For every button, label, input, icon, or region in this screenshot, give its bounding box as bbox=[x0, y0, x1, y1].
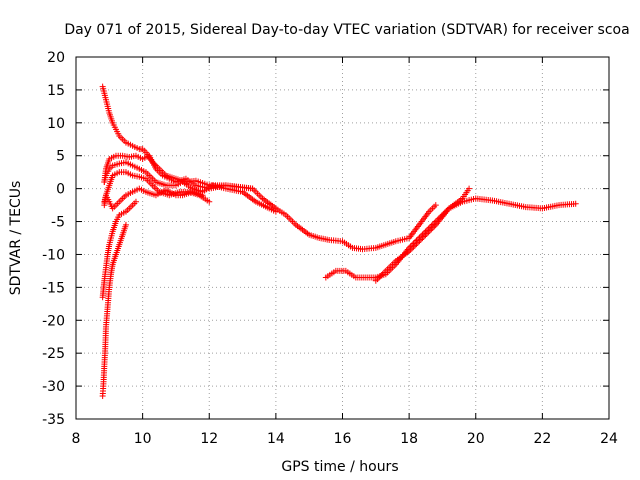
y-tick-label: 15 bbox=[47, 83, 65, 99]
x-axis-label: GPS time / hours bbox=[281, 459, 398, 475]
data-point bbox=[431, 223, 438, 230]
data-point bbox=[419, 235, 426, 241]
y-tick-label: 10 bbox=[47, 116, 65, 132]
y-tick-label: -30 bbox=[42, 379, 65, 395]
data-point bbox=[415, 239, 422, 246]
chart-title: Day 071 of 2015, Sidereal Day-to-day VTE… bbox=[64, 22, 629, 38]
y-axis-label: SDTVAR / TECUs bbox=[8, 181, 24, 296]
y-tick-label: 20 bbox=[47, 50, 65, 66]
x-tick-label: 22 bbox=[533, 431, 551, 447]
y-tick-label: -25 bbox=[42, 346, 65, 362]
y-tick-label: -5 bbox=[51, 215, 65, 231]
data-point bbox=[122, 221, 129, 228]
series-track-7 bbox=[99, 198, 139, 301]
series-track-6 bbox=[99, 221, 129, 399]
y-tick-labels: -35 -30 -25 -20 -15 -10 -5 0 5 10 15 20 bbox=[42, 50, 65, 428]
data-point bbox=[132, 198, 139, 205]
series-track-4 bbox=[101, 169, 213, 209]
x-tick-label: 20 bbox=[467, 431, 485, 447]
data-point bbox=[426, 227, 433, 234]
x-tick-label: 16 bbox=[334, 431, 352, 447]
series-track-5 bbox=[101, 185, 206, 212]
data-point bbox=[412, 242, 419, 249]
data-point bbox=[466, 185, 473, 192]
data-point bbox=[416, 237, 423, 244]
x-tick-labels: 8 10 12 14 16 18 20 22 24 bbox=[72, 431, 618, 447]
data-point bbox=[423, 230, 430, 237]
data-point bbox=[413, 240, 420, 247]
x-tick-label: 14 bbox=[267, 431, 285, 447]
y-tick-label: -35 bbox=[42, 412, 65, 428]
data-point bbox=[429, 224, 436, 231]
data-point bbox=[417, 236, 424, 243]
x-tick-label: 10 bbox=[134, 431, 152, 447]
data-point bbox=[422, 232, 429, 239]
data-point bbox=[206, 198, 213, 205]
data-point bbox=[572, 200, 579, 207]
data-point bbox=[432, 202, 439, 209]
y-tick-label: -15 bbox=[42, 280, 65, 296]
grid bbox=[76, 57, 609, 419]
y-tick-label: -20 bbox=[42, 313, 65, 329]
y-tick-label: 5 bbox=[56, 149, 65, 165]
data-point bbox=[425, 229, 432, 236]
data-point bbox=[409, 245, 416, 252]
data-point bbox=[420, 233, 427, 240]
x-tick-label: 24 bbox=[600, 431, 618, 447]
x-tick-label: 12 bbox=[200, 431, 218, 447]
data-point bbox=[406, 248, 413, 255]
x-tick-label: 18 bbox=[400, 431, 418, 447]
series-track-9 bbox=[372, 185, 473, 284]
data-point bbox=[249, 185, 256, 192]
data-point bbox=[410, 243, 417, 250]
data-point bbox=[199, 192, 206, 199]
data-point bbox=[272, 208, 279, 215]
data-series bbox=[99, 83, 579, 399]
plot-frame bbox=[75, 56, 610, 420]
y-tick-label: 0 bbox=[56, 182, 65, 198]
x-tick-label: 8 bbox=[72, 431, 81, 447]
data-point bbox=[428, 226, 435, 233]
y-tick-label: -10 bbox=[42, 247, 65, 263]
data-point bbox=[407, 246, 414, 253]
